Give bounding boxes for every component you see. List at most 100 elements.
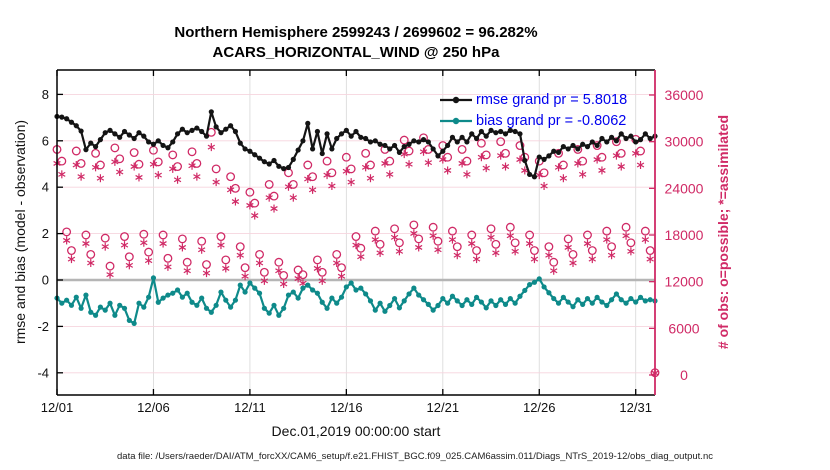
asterisk-stroke: [308, 187, 317, 193]
bias-marker: [445, 300, 451, 306]
bias-marker: [199, 295, 205, 301]
rmse-marker: [493, 130, 499, 136]
obs-possible-marker: [226, 172, 236, 182]
asterisk-stroke: [115, 169, 124, 175]
obs-assimilated-marker: [337, 272, 346, 281]
bias-marker: [555, 300, 562, 306]
bias-marker: [401, 298, 407, 304]
rmse-marker: [194, 125, 200, 131]
obs-possible-marker: [457, 144, 467, 154]
x-tick-label: 12/16: [330, 400, 363, 415]
rmse-marker: [78, 128, 84, 134]
obs-possible-marker: [197, 236, 207, 246]
bias-marker: [440, 295, 446, 302]
rmse-marker: [155, 138, 161, 144]
obs-assimilated-marker: [279, 280, 288, 288]
y-tick-label-right: 30000: [665, 134, 704, 150]
asterisk-stroke: [477, 154, 486, 160]
chart-title-line2: ACARS_HORIZONTAL_WIND @ 250 hPa: [212, 44, 500, 61]
obs-possible-marker: [284, 168, 293, 178]
obs-possible-marker: [202, 260, 211, 270]
asterisk-stroke: [154, 172, 162, 178]
asterisk-stroke: [82, 241, 90, 247]
rmse-marker: [618, 131, 624, 137]
asterisk-stroke: [366, 175, 375, 181]
bias-marker: [425, 301, 431, 307]
rmse-marker: [136, 130, 142, 136]
asterisk-stroke: [231, 199, 240, 205]
asterisk-stroke: [617, 164, 625, 170]
asterisk-stroke: [622, 233, 630, 239]
asterisk-stroke: [342, 168, 351, 174]
asterisk-stroke: [564, 244, 572, 250]
asterisk-stroke: [226, 187, 235, 193]
asterisk-stroke: [260, 278, 269, 284]
bias-marker: [473, 294, 480, 300]
obs-possible-marker: [177, 234, 187, 244]
bias-marker: [242, 289, 248, 295]
bias-marker: [420, 297, 427, 303]
bias-marker: [146, 294, 152, 300]
asterisk-stroke: [125, 262, 134, 268]
rmse-marker: [464, 139, 470, 145]
rmse-marker: [131, 135, 137, 142]
asterisk-stroke: [545, 252, 553, 258]
obs-assimilated-marker: [62, 236, 71, 245]
asterisk-stroke: [251, 213, 259, 219]
rmse-marker: [232, 128, 239, 135]
x-tick-label: 12/26: [523, 400, 556, 415]
bias-marker: [112, 312, 118, 318]
rmse-marker: [387, 146, 393, 152]
obs-assimilated-marker: [236, 251, 244, 260]
asterisk-stroke: [632, 150, 640, 156]
obs-assimilated-marker: [347, 178, 355, 187]
rmse-marker: [112, 131, 118, 137]
y-tick-label-right: 36000: [665, 87, 704, 103]
bias-marker: [174, 287, 181, 293]
rmse-marker: [430, 146, 436, 152]
obs-possible-marker: [394, 238, 404, 248]
rmse-marker: [377, 141, 383, 147]
bias-marker: [483, 305, 489, 311]
asterisk-stroke: [207, 144, 216, 150]
rmse-marker: [555, 149, 562, 155]
rmse-marker: [150, 141, 157, 147]
legend-label-bias: bias grand pr = -0.8062: [476, 112, 627, 129]
bias-marker: [170, 290, 176, 296]
obs-possible-marker: [274, 257, 284, 267]
rmse-marker: [73, 123, 79, 129]
bias-marker: [382, 308, 388, 314]
obs-possible-marker: [303, 160, 313, 170]
obs-possible-marker: [501, 148, 510, 158]
obs-assimilated-marker: [352, 241, 360, 250]
rmse-marker: [276, 163, 282, 169]
asterisk-stroke: [583, 241, 592, 247]
bias-marker: [372, 307, 378, 313]
obs-possible-marker: [110, 143, 120, 153]
bias-marker: [232, 297, 239, 303]
bias-marker: [531, 279, 538, 285]
asterisk-stroke: [270, 206, 278, 212]
bias-marker: [102, 307, 108, 313]
rmse-marker: [305, 120, 311, 126]
obs-assimilated-marker: [598, 166, 606, 175]
bias-marker: [522, 287, 528, 294]
obs-assimilated-marker: [410, 229, 418, 238]
obs-possible-marker: [626, 238, 636, 248]
bias-marker: [256, 290, 263, 296]
bias-marker: [387, 302, 393, 309]
rmse-marker: [507, 127, 513, 133]
obs-possible-marker: [105, 261, 115, 271]
y-tick-label-right: 18000: [665, 227, 704, 243]
rmse-marker: [343, 127, 349, 133]
rmse-marker: [531, 174, 538, 180]
obs-assimilated-marker: [434, 245, 442, 254]
obs-possible-marker: [573, 144, 583, 154]
obs-possible-marker: [144, 247, 154, 257]
obs-possible-marker: [404, 146, 414, 156]
bias-marker: [107, 300, 113, 306]
obs-possible-marker: [312, 255, 322, 265]
obs-possible-marker: [496, 137, 506, 147]
bias-marker: [160, 295, 166, 301]
asterisk-stroke: [58, 171, 66, 177]
